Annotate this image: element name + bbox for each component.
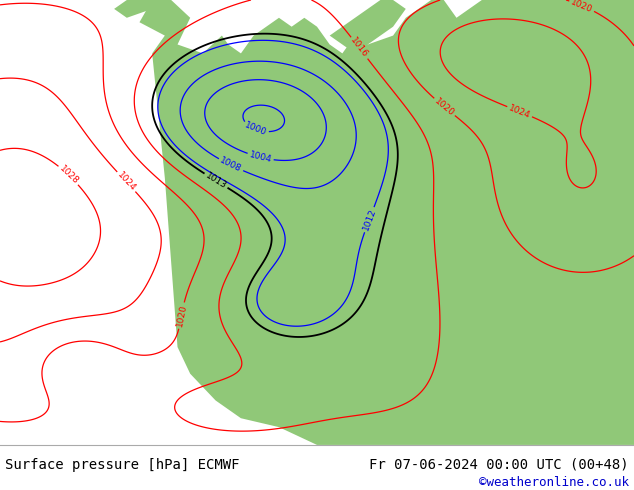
- Polygon shape: [330, 0, 406, 53]
- Text: Fr 07-06-2024 00:00 UTC (00+48): Fr 07-06-2024 00:00 UTC (00+48): [369, 458, 629, 471]
- Text: 1013: 1013: [204, 171, 228, 191]
- Polygon shape: [165, 71, 216, 116]
- Text: 1020: 1020: [433, 96, 456, 118]
- Text: ©weatheronline.co.uk: ©weatheronline.co.uk: [479, 476, 629, 489]
- Text: 1020: 1020: [569, 0, 594, 14]
- Text: 1008: 1008: [219, 156, 243, 174]
- Polygon shape: [139, 0, 634, 445]
- Text: Surface pressure [hPa] ECMWF: Surface pressure [hPa] ECMWF: [5, 458, 240, 471]
- Polygon shape: [114, 0, 165, 18]
- Text: 1000: 1000: [243, 121, 268, 138]
- Text: 1028: 1028: [57, 164, 80, 186]
- Text: 1024: 1024: [507, 103, 532, 120]
- Text: 1004: 1004: [249, 150, 273, 164]
- Text: 1016: 1016: [349, 36, 370, 60]
- Text: 1020: 1020: [175, 303, 188, 328]
- Text: 1012: 1012: [361, 207, 377, 232]
- Text: 1024: 1024: [115, 171, 138, 193]
